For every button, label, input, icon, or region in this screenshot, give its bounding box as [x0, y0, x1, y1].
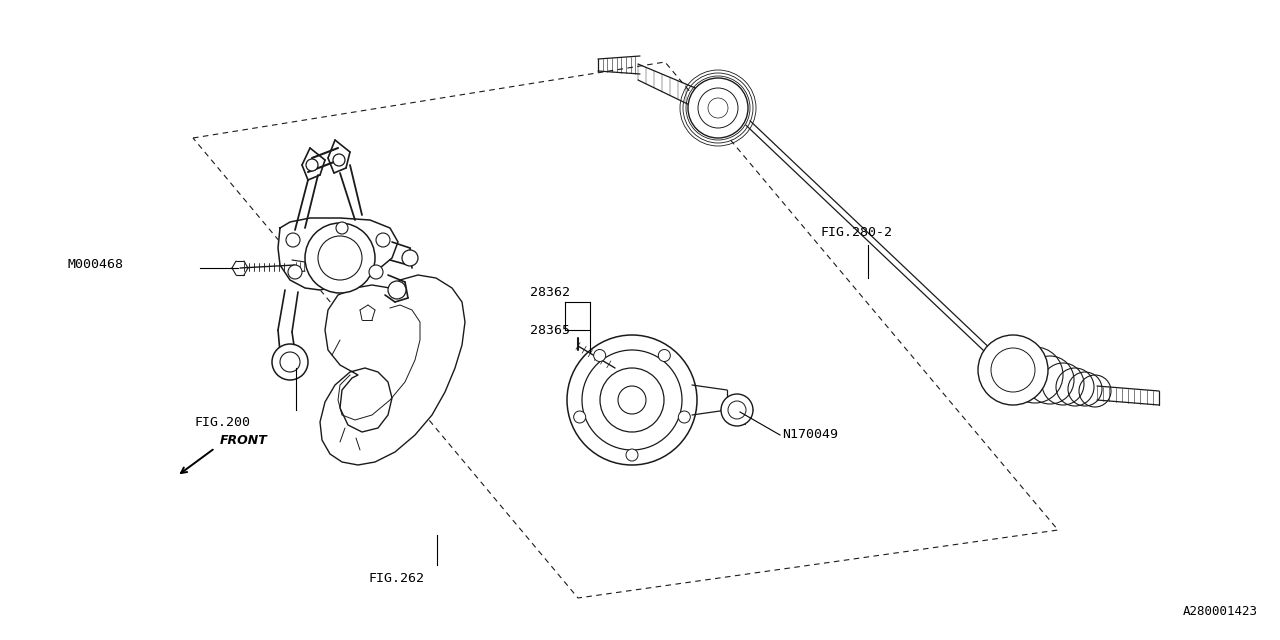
Text: A280001423: A280001423: [1183, 605, 1258, 618]
Circle shape: [721, 394, 753, 426]
Circle shape: [305, 223, 375, 293]
Circle shape: [600, 368, 664, 432]
Polygon shape: [278, 218, 398, 290]
Circle shape: [678, 411, 690, 423]
Circle shape: [402, 250, 419, 266]
Text: FRONT: FRONT: [220, 433, 268, 447]
Circle shape: [658, 349, 671, 362]
Circle shape: [288, 265, 302, 279]
Circle shape: [376, 233, 390, 247]
Circle shape: [1007, 347, 1062, 403]
Circle shape: [626, 449, 637, 461]
Circle shape: [567, 335, 698, 465]
Circle shape: [689, 78, 748, 138]
Circle shape: [369, 265, 383, 279]
Text: 28362: 28362: [530, 287, 570, 300]
Circle shape: [333, 154, 346, 166]
Text: FIG.262: FIG.262: [369, 572, 424, 584]
Text: FIG.200: FIG.200: [195, 415, 251, 429]
Circle shape: [573, 411, 586, 423]
Text: 28365: 28365: [530, 323, 570, 337]
Circle shape: [285, 233, 300, 247]
Text: FIG.280-2: FIG.280-2: [820, 225, 892, 239]
Circle shape: [594, 349, 605, 362]
Circle shape: [978, 335, 1048, 405]
Circle shape: [388, 281, 406, 299]
Text: N170049: N170049: [782, 429, 838, 442]
Circle shape: [306, 159, 317, 171]
Circle shape: [273, 344, 308, 380]
Polygon shape: [320, 275, 465, 465]
Text: M000468: M000468: [68, 259, 124, 271]
Circle shape: [335, 222, 348, 234]
